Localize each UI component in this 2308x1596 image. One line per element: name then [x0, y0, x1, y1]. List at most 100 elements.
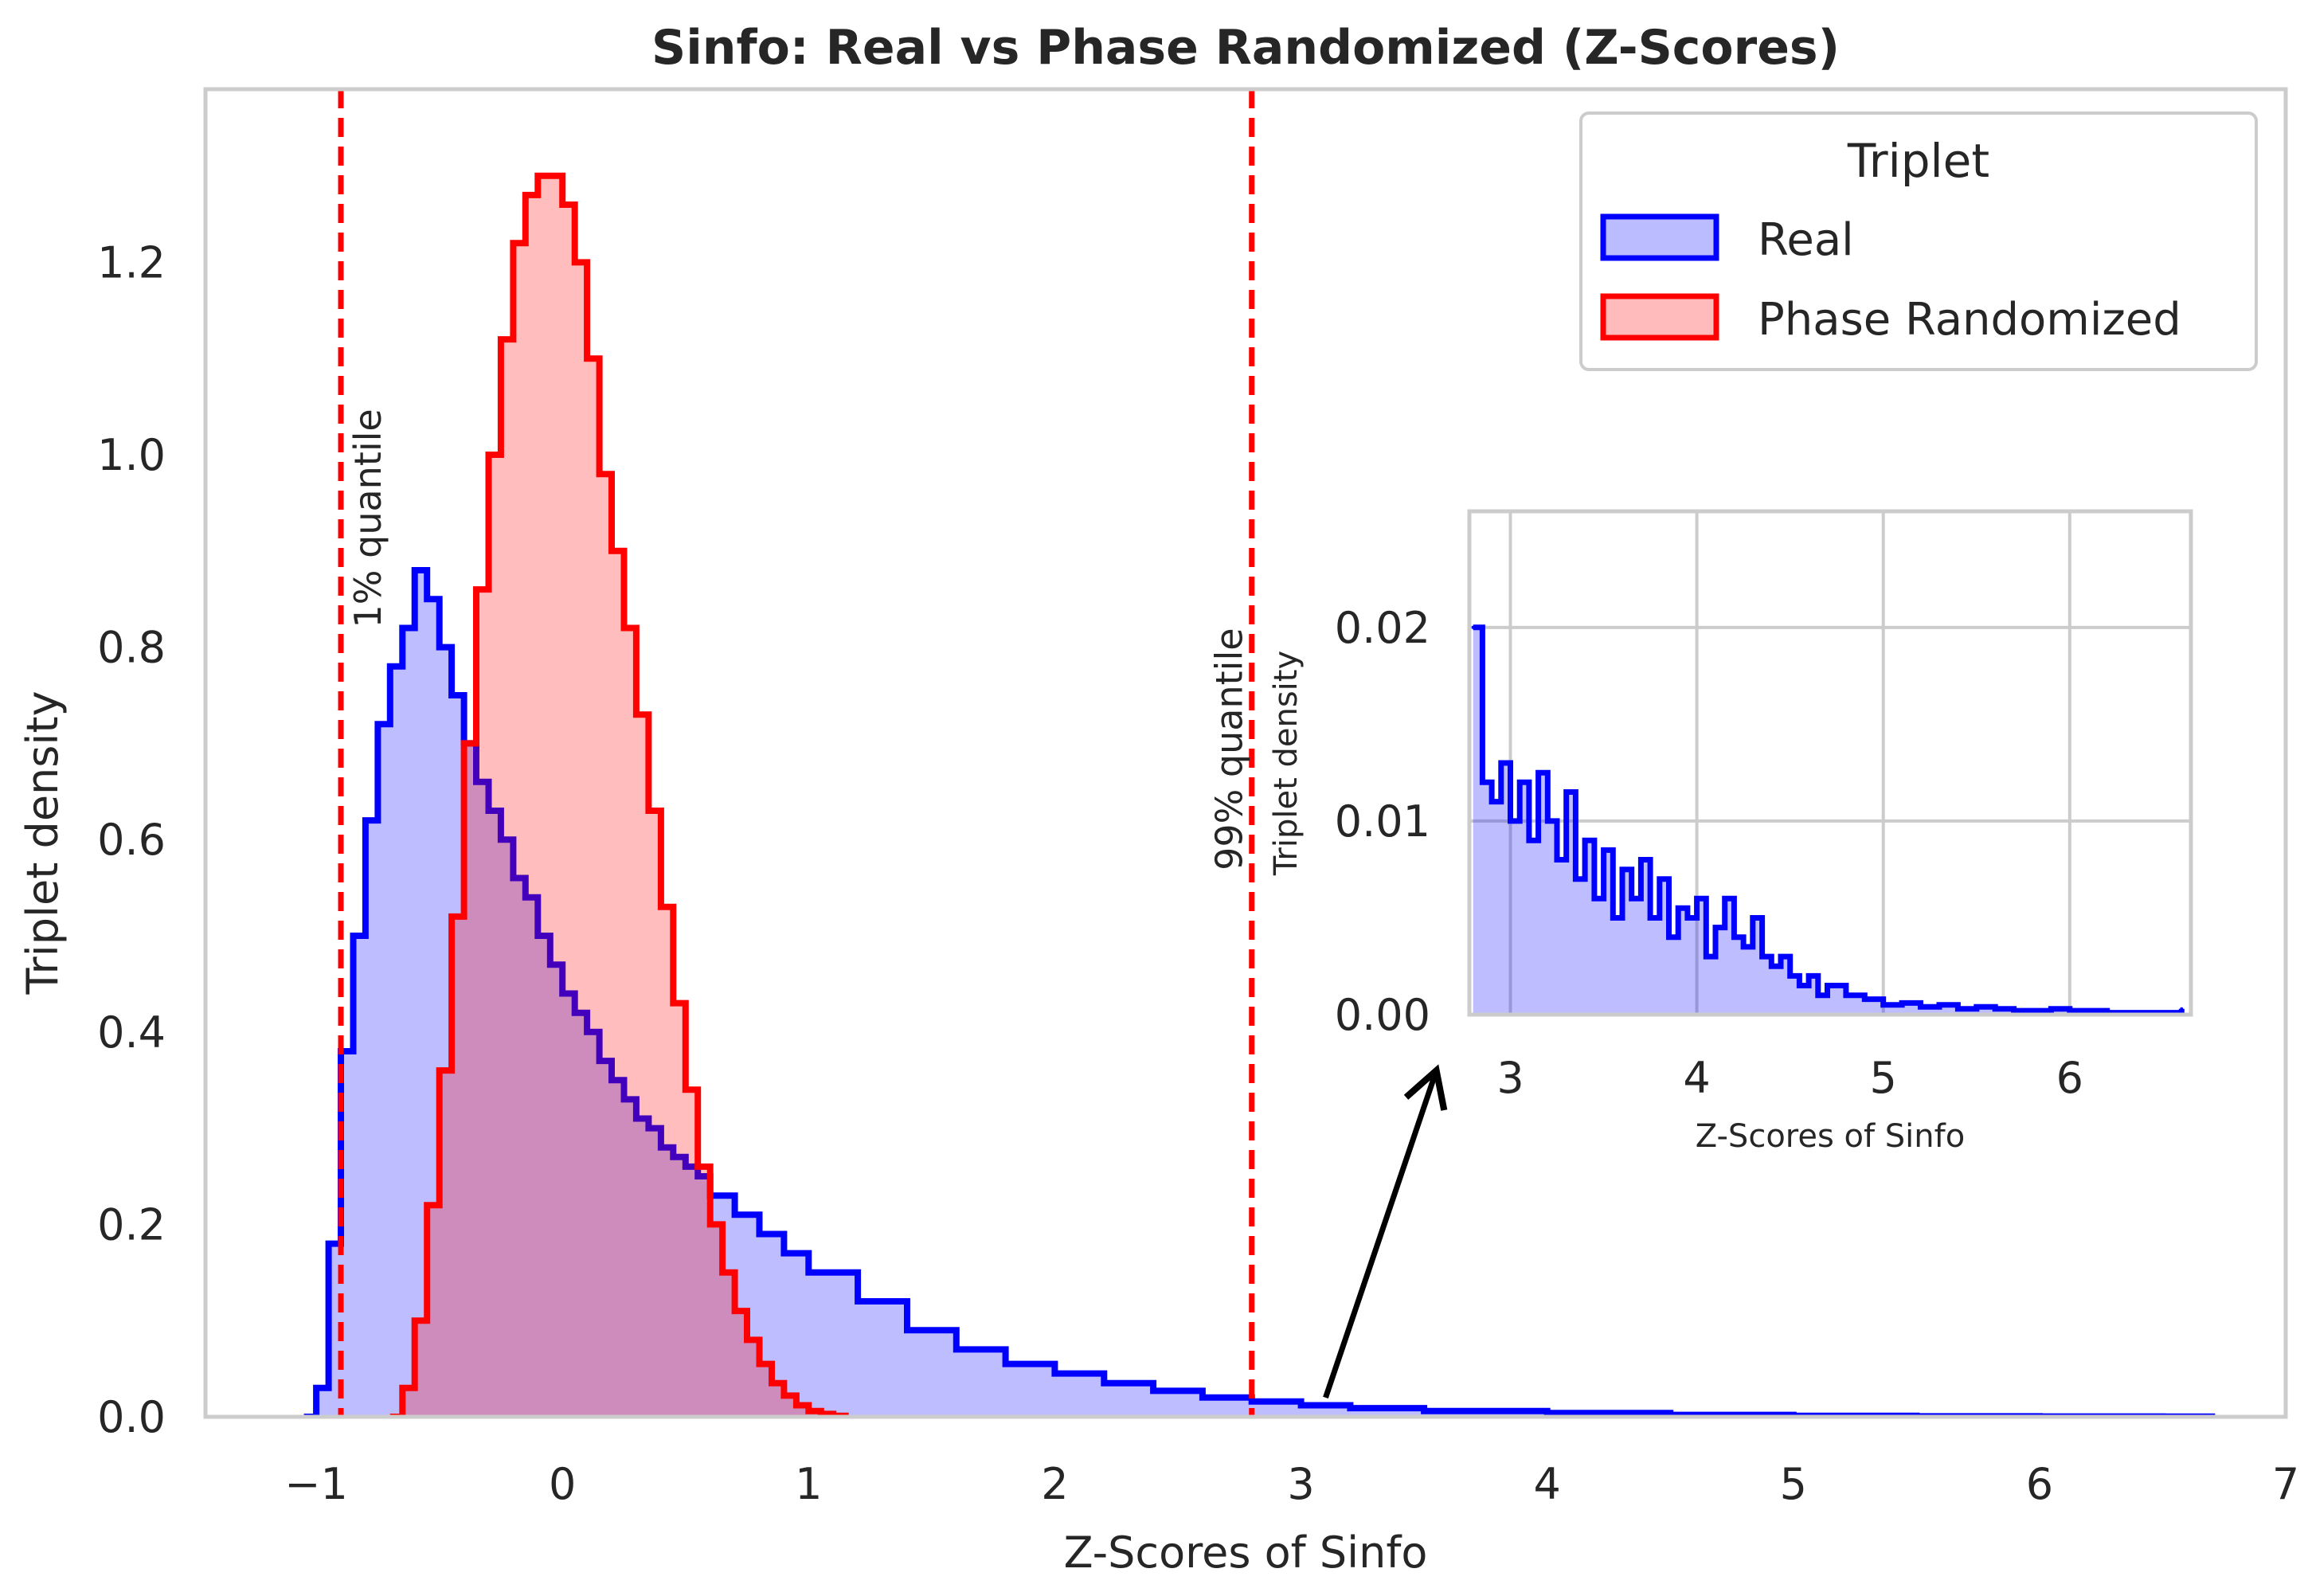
inset-x-tick-label: 5 [1870, 1053, 1897, 1103]
series-point-real [425, 597, 429, 601]
series-point-phase-randomized [671, 1001, 675, 1005]
inset-series-point-real [1844, 993, 1848, 997]
inset-series-point-real [1695, 897, 1699, 901]
inset-series-point-real [1639, 858, 1643, 862]
inset-series-point-real [1938, 1003, 1941, 1007]
series-point-real [634, 1117, 638, 1121]
inset-x-axis-label: Z-Scores of Sinfo [1696, 1118, 1965, 1155]
y-tick-label: 0.8 [97, 623, 166, 673]
series-point-phase-randomized [450, 914, 454, 918]
series-point-phase-randomized [696, 1164, 700, 1168]
series-point-phase-randomized [610, 549, 613, 553]
series-point-real [413, 569, 417, 572]
inset-series-point-real [1798, 984, 1801, 988]
inset-series-point-real [1481, 780, 1485, 784]
series-point-real [671, 1155, 675, 1159]
series-point-real [1545, 1411, 1549, 1415]
y-tick-label: 0.0 [97, 1392, 166, 1442]
x-tick-label: 4 [1533, 1459, 1560, 1509]
main-y-axis-label: Triplet density [18, 690, 68, 995]
chart-title: Sinfo: Real vs Phase Randomized (Z-Score… [651, 20, 1840, 76]
series-point-phase-randomized [647, 809, 651, 812]
x-tick-label: 0 [549, 1459, 576, 1509]
x-tick-label: 3 [1287, 1459, 1314, 1509]
main-plot-frame [203, 87, 2288, 1419]
main-x-axis-label: Z-Scores of Sinfo [1064, 1528, 1428, 1578]
series-point-real [561, 992, 565, 996]
y-tick-label: 1.0 [97, 430, 166, 480]
inset-series-point-real [2012, 1009, 2016, 1013]
series-point-phase-randomized [807, 1409, 811, 1413]
inset-series-point-real [1788, 974, 1792, 978]
inset-series-point-real [1564, 790, 1568, 794]
series-point-real [363, 819, 367, 823]
series-point-real [954, 1348, 958, 1352]
series-point-phase-randomized [622, 626, 626, 630]
series-point-real [696, 1175, 700, 1178]
series-point-phase-randomized [757, 1362, 761, 1366]
series-point-real [1003, 1362, 1007, 1366]
quantile-99-label: 99% quantile [1208, 628, 1251, 870]
series-point-phase-randomized [487, 453, 491, 456]
series-point-real [610, 1078, 613, 1082]
inset-series-point-real [1723, 897, 1727, 901]
inset-y-tick-label: 0.00 [1335, 990, 1430, 1040]
series-point-real [622, 1097, 626, 1101]
inset-series-point-real [1770, 964, 1774, 968]
inset-series-point-real [1667, 935, 1671, 939]
y-tick-label: 1.2 [97, 237, 166, 288]
inset-series-point-real [1508, 819, 1512, 823]
y-tick-label: 0.6 [97, 815, 166, 865]
inset-series-point-real [1621, 867, 1624, 871]
y-tick-label: 0.4 [97, 1007, 166, 1058]
series-point-phase-randomized [413, 1319, 417, 1323]
inset-series-point-real [1751, 916, 1754, 920]
series-point-real [1152, 1389, 1156, 1393]
series-point-real [659, 1145, 663, 1149]
series-point-real [487, 809, 491, 812]
inset-series-point-real [1807, 974, 1811, 978]
inset-series-point-real [2180, 1007, 2184, 1011]
inset-plot: 3 4 5 6 0.00 0.01 0.02 Z-Scores of Sinfo Trip… [1268, 509, 2193, 1155]
inset-series-point-real [1974, 1005, 1978, 1009]
legend-label-real: Real [1758, 214, 1854, 266]
series-point-phase-randomized [536, 174, 540, 178]
series-point-real [523, 895, 527, 899]
inset-series-point-real [1704, 955, 1708, 959]
inset-series-point-real [1676, 906, 1680, 910]
series-point-real [1422, 1409, 1426, 1413]
inset-series-point-real [1471, 625, 1475, 629]
series-point-real [548, 963, 552, 967]
inset-series-point-real [1574, 877, 1578, 881]
series-point-phase-randomized [499, 338, 503, 342]
series-point-phase-randomized [511, 241, 515, 245]
x-tick-label: 2 [1041, 1459, 1068, 1509]
legend-label-phase-randomized: Phase Randomized [1758, 294, 2181, 346]
series-point-real [1299, 1403, 1303, 1407]
series-point-phase-randomized [573, 260, 577, 264]
series-point-real [1053, 1371, 1057, 1375]
inset-series-point-real [1881, 1003, 1885, 1007]
x-tick-label: 7 [2272, 1459, 2299, 1509]
inset-series-point-real [1602, 848, 1606, 852]
series-point-phase-randomized [733, 1309, 737, 1313]
series-point-real [536, 934, 540, 937]
series-point-phase-randomized [561, 203, 565, 206]
series-point-real [1250, 1399, 1254, 1403]
series-point-real [683, 1164, 687, 1168]
series-point-phase-randomized [462, 741, 466, 745]
inset-y-axis-label: Triplet density [1268, 651, 1305, 876]
series-point-real [856, 1300, 860, 1303]
series-point-phase-randomized [683, 1088, 687, 1092]
series-point-phase-randomized [782, 1394, 786, 1398]
inset-x-tick-label: 3 [1496, 1053, 1524, 1103]
series-point-real [376, 722, 380, 726]
series-point-real [585, 1030, 589, 1034]
inset-series-point-real [1863, 997, 1867, 1001]
series-point-phase-randomized [437, 1069, 441, 1073]
series-point-phase-randomized [548, 174, 552, 178]
inset-x-tick-label: 4 [1683, 1053, 1710, 1103]
inset-series-point-real [1592, 897, 1596, 901]
series-point-real [401, 626, 405, 630]
series-point-phase-randomized [745, 1338, 749, 1342]
